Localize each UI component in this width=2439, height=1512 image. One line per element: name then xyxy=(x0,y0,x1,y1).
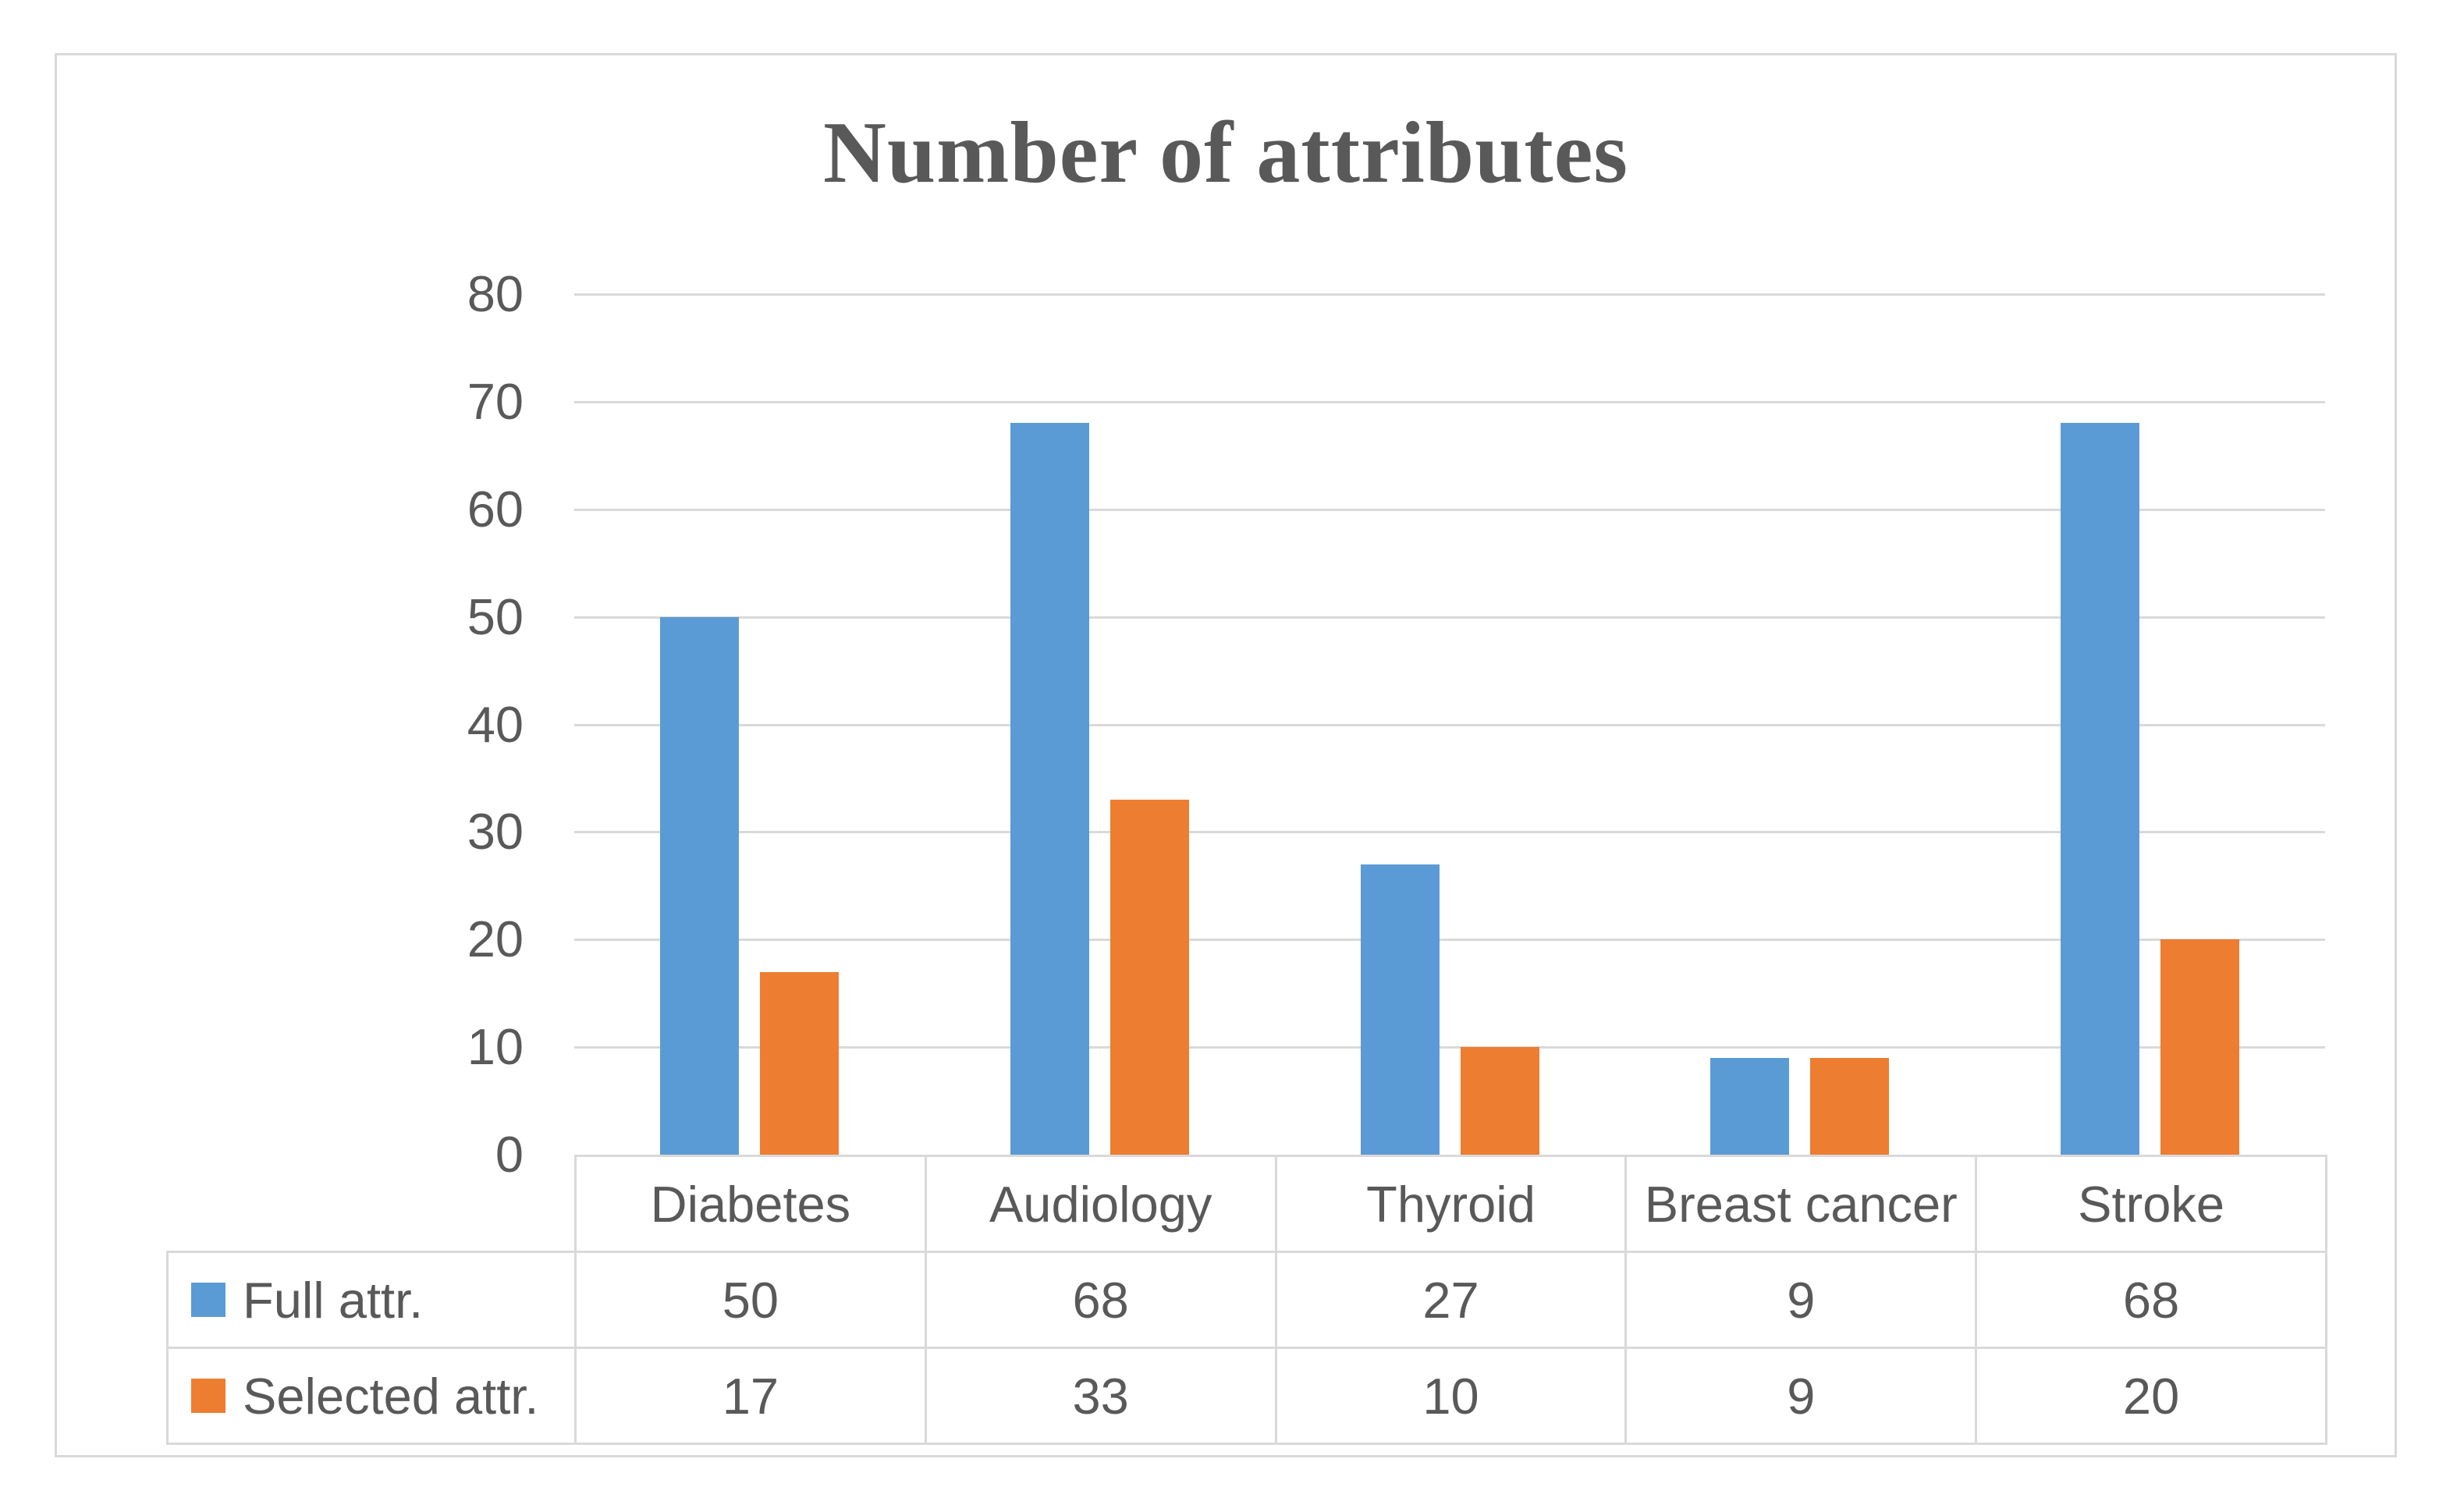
chart-area: Number of attributes 80 70 60 50 40 30 20 10 0 D… xyxy=(55,53,2397,1457)
gridline-30 xyxy=(574,831,2325,834)
bar-selected-attr-thyroid xyxy=(1460,1047,1539,1155)
gridline-40 xyxy=(574,723,2325,726)
legend-label-full-attr: Full attr. xyxy=(243,1271,424,1329)
gridline-10 xyxy=(574,1046,2325,1049)
data-table: Diabetes Audiology Thyroid Breast cancer Str… xyxy=(166,1155,2327,1445)
category-header-audiology: Audiology xyxy=(924,1155,1277,1253)
y-tick-label-40: 40 xyxy=(467,695,524,753)
y-tick-label-60: 60 xyxy=(467,480,524,538)
table-row-selected-attr: Selected attr. 17 33 10 9 20 xyxy=(166,1347,2327,1445)
value-cell-selected-attr-stroke: 20 xyxy=(1975,1347,2327,1445)
gridline-20 xyxy=(574,939,2325,942)
plot-area xyxy=(574,293,2325,1155)
category-header-breast-cancer: Breast cancer xyxy=(1624,1155,1978,1253)
bar-selected-attr-breast-cancer xyxy=(1810,1058,1890,1155)
bar-full-attr-diabetes xyxy=(659,617,739,1155)
bar-full-attr-stroke xyxy=(2061,423,2140,1155)
gridline-80 xyxy=(574,293,2325,296)
category-header-diabetes: Diabetes xyxy=(574,1155,927,1253)
legend-color-swatch-selected-attr xyxy=(191,1379,225,1413)
value-cell-selected-attr-diabetes: 17 xyxy=(574,1347,927,1445)
chart-title: Number of attributes xyxy=(822,105,1629,201)
y-tick-label-70: 70 xyxy=(467,372,524,430)
value-cell-full-attr-thyroid: 27 xyxy=(1274,1251,1628,1349)
legend-label-selected-attr: Selected attr. xyxy=(243,1367,539,1425)
value-cell-selected-attr-thyroid: 10 xyxy=(1274,1347,1628,1445)
bar-selected-attr-diabetes xyxy=(759,972,839,1155)
y-tick-label-50: 50 xyxy=(467,587,524,645)
gridline-60 xyxy=(574,508,2325,511)
bar-full-attr-thyroid xyxy=(1360,864,1440,1155)
table-row-full-attr: Full attr. 50 68 27 9 68 xyxy=(166,1251,2327,1349)
category-header-stroke: Stroke xyxy=(1975,1155,2327,1253)
bar-selected-attr-stroke xyxy=(2160,939,2240,1155)
value-cell-selected-attr-breast-cancer: 9 xyxy=(1624,1347,1978,1445)
legend-color-swatch-full-attr xyxy=(191,1283,225,1317)
table-corner-cell xyxy=(168,1156,576,1252)
value-cell-full-attr-diabetes: 50 xyxy=(574,1251,927,1349)
bar-full-attr-breast-cancer xyxy=(1710,1058,1790,1155)
bar-selected-attr-audiology xyxy=(1109,800,1189,1155)
y-tick-label-80: 80 xyxy=(467,265,524,322)
value-cell-full-attr-stroke: 68 xyxy=(1975,1251,2327,1349)
value-cell-full-attr-breast-cancer: 9 xyxy=(1624,1251,1978,1349)
y-tick-label-10: 10 xyxy=(467,1018,524,1076)
y-tick-label-30: 30 xyxy=(467,803,524,861)
y-tick-label-20: 20 xyxy=(467,910,524,968)
legend-cell-selected-attr: Selected attr. xyxy=(166,1347,577,1445)
value-cell-selected-attr-audiology: 33 xyxy=(924,1347,1277,1445)
gridline-70 xyxy=(574,400,2325,403)
bar-full-attr-audiology xyxy=(1010,423,1089,1155)
category-header-thyroid: Thyroid xyxy=(1274,1155,1628,1253)
gridline-50 xyxy=(574,616,2325,619)
legend-cell-full-attr: Full attr. xyxy=(166,1251,577,1349)
y-tick-label-0: 0 xyxy=(495,1126,524,1183)
value-cell-full-attr-audiology: 68 xyxy=(924,1251,1277,1349)
